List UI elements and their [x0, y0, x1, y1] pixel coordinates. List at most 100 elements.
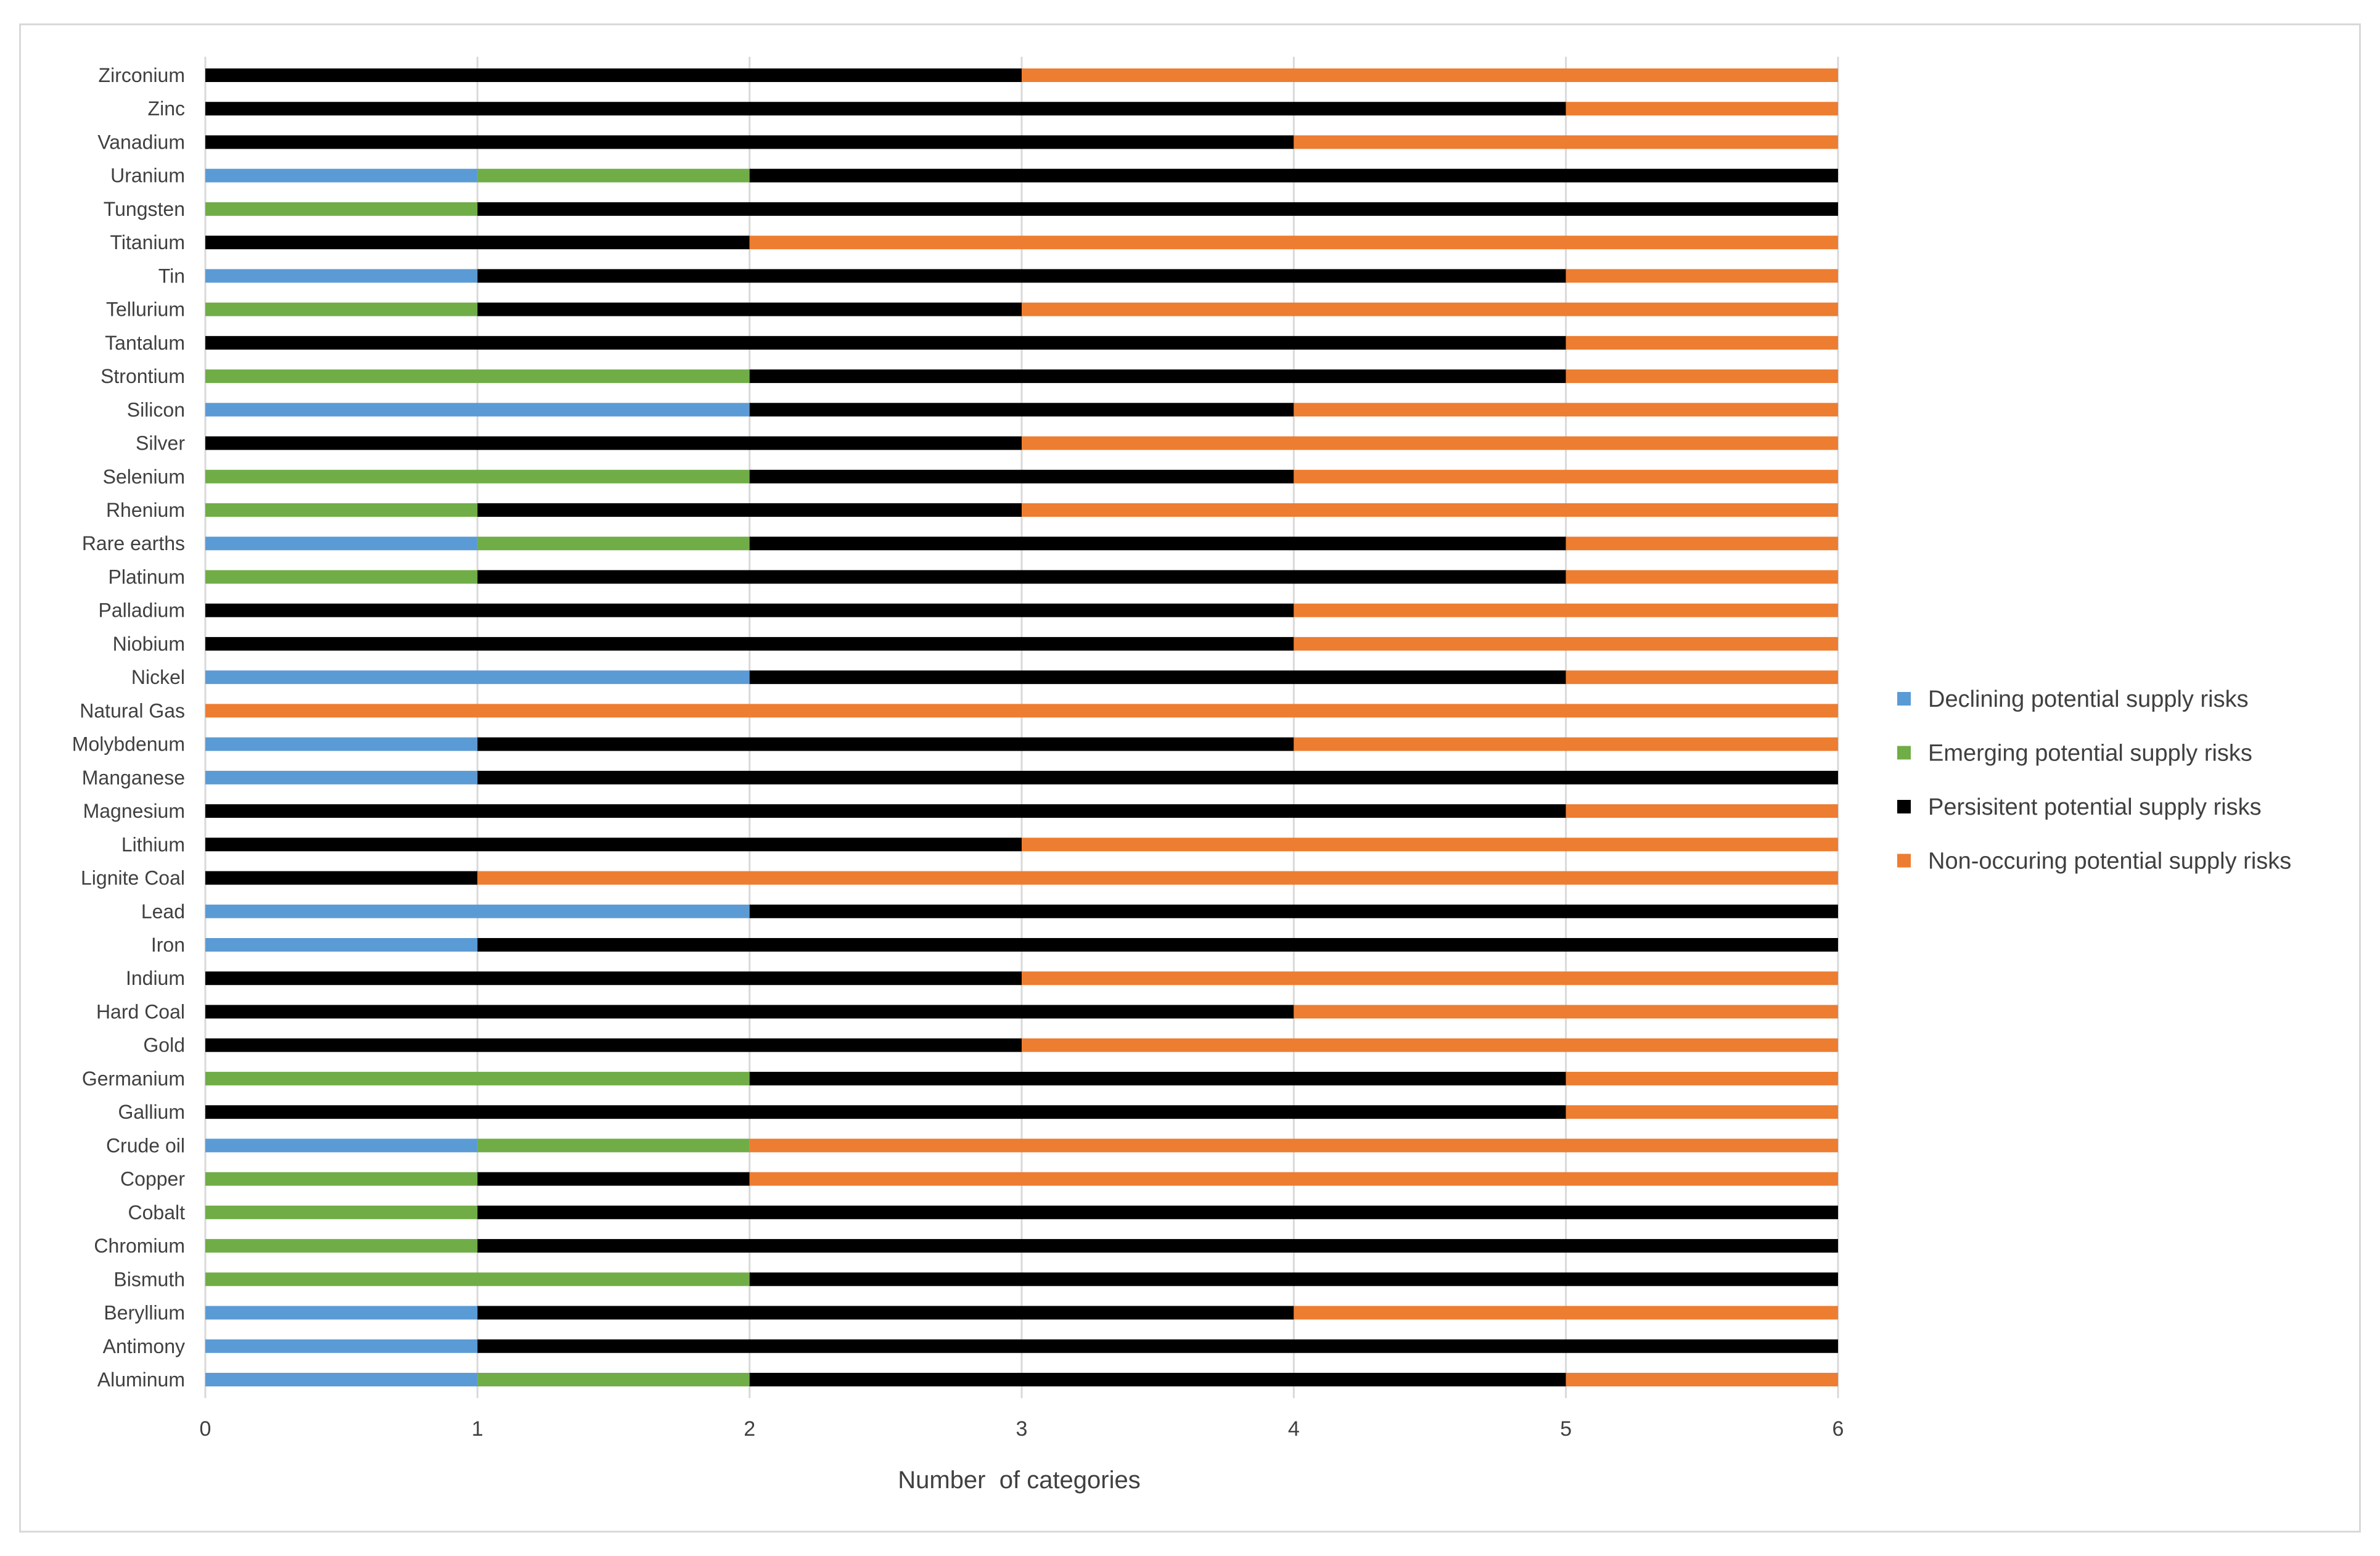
category-label-zirconium: Zirconium	[99, 64, 185, 86]
x-tick-label-3: 3	[1016, 1417, 1028, 1441]
category-label-niobium: Niobium	[113, 633, 185, 655]
bar-cobalt-s1	[205, 1205, 478, 1219]
bar-crude-oil-s3	[749, 1138, 1838, 1153]
category-label-hard-coal: Hard Coal	[96, 1000, 185, 1023]
bar-tungsten-s2	[477, 202, 1839, 216]
bar-tantalum-s3	[1565, 335, 1838, 350]
category-label-indium: Indium	[126, 967, 185, 989]
bar-strontium-s2	[749, 369, 1566, 384]
bar-beryllium-s0	[205, 1306, 478, 1320]
category-label-gallium: Gallium	[118, 1101, 185, 1123]
bar-platinum-s3	[1565, 570, 1838, 584]
bar-gallium-s3	[1565, 1105, 1838, 1119]
bar-gold-s2	[205, 1038, 1022, 1052]
bar-silicon-s0	[205, 403, 750, 417]
legend-label-1: Emerging potential supply risks	[1928, 741, 2252, 767]
category-label-germanium: Germanium	[82, 1068, 185, 1090]
legend-label-3: Non-occuring potential supply risks	[1928, 849, 2291, 875]
bar-lignite-coal-s2	[205, 871, 478, 885]
bar-selenium-s1	[205, 469, 750, 484]
bar-rare-earths-s1	[477, 537, 750, 551]
bar-germanium-s2	[749, 1071, 1566, 1085]
category-label-tin: Tin	[158, 265, 185, 287]
chart-frame: Aluminum Antimony Beryllium Bismuth Chromiu…	[19, 23, 2361, 1533]
bar-silver-s3	[1022, 436, 1838, 450]
category-label-manganese: Manganese	[82, 767, 185, 789]
category-label-chromium: Chromium	[94, 1235, 185, 1257]
category-label-aluminum: Aluminum	[97, 1369, 185, 1391]
bar-zinc-s2	[205, 102, 1566, 116]
bar-zirconium-s3	[1022, 68, 1838, 82]
category-label-gold: Gold	[143, 1034, 185, 1056]
bar-platinum-s2	[477, 570, 1566, 584]
bar-tin-s0	[205, 269, 478, 283]
bar-niobium-s3	[1294, 636, 1838, 651]
bar-indium-s3	[1022, 971, 1838, 986]
bar-aluminum-s3	[1565, 1373, 1838, 1386]
bar-molybdenum-s2	[477, 737, 1294, 751]
bar-uranium-s2	[749, 168, 1838, 183]
category-label-copper: Copper	[120, 1168, 185, 1190]
bar-copper-s1	[205, 1172, 478, 1186]
category-label-beryllium: Beryllium	[104, 1302, 185, 1324]
category-label-zinc: Zinc	[148, 97, 185, 120]
category-label-rare-earths: Rare earths	[82, 532, 185, 554]
legend-swatch-1	[1897, 746, 1911, 760]
category-label-tungsten: Tungsten	[104, 198, 185, 220]
bar-tellurium-s1	[205, 302, 478, 316]
category-label-palladium: Palladium	[98, 599, 185, 622]
bar-rare-earths-s0	[205, 537, 478, 551]
bar-vanadium-s2	[205, 135, 1294, 149]
x-tick-label-2: 2	[744, 1417, 755, 1441]
bar-molybdenum-s3	[1294, 737, 1838, 751]
bar-germanium-s1	[205, 1071, 750, 1085]
bar-nickel-s2	[749, 670, 1566, 685]
bar-zinc-s3	[1565, 102, 1838, 116]
bar-vanadium-s3	[1294, 135, 1838, 149]
x-tick-label-4: 4	[1288, 1417, 1300, 1441]
bar-magnesium-s3	[1565, 804, 1838, 818]
category-label-molybdenum: Molybdenum	[72, 733, 185, 755]
legend-label-0: Declining potential supply risks	[1928, 686, 2249, 712]
bars	[205, 68, 1839, 1386]
bar-hard-coal-s3	[1294, 1005, 1838, 1019]
category-label-silver: Silver	[136, 432, 185, 455]
bar-crude-oil-s0	[205, 1138, 478, 1153]
legend: Declining potential supply risks Emerging…	[1897, 686, 2291, 875]
bar-tin-s2	[477, 269, 1566, 283]
category-label-titanium: Titanium	[110, 231, 185, 253]
bar-natural-gas-s3	[205, 704, 1838, 718]
bar-manganese-s2	[477, 770, 1839, 784]
bar-antimony-s2	[477, 1339, 1839, 1353]
bar-aluminum-s0	[205, 1373, 478, 1386]
bar-beryllium-s2	[477, 1306, 1294, 1320]
bar-hard-coal-s2	[205, 1005, 1294, 1019]
bar-selenium-s3	[1294, 469, 1838, 484]
bar-zirconium-s2	[205, 68, 1022, 82]
category-label-lithium: Lithium	[121, 833, 185, 855]
bar-crude-oil-s1	[477, 1138, 750, 1153]
bar-tungsten-s1	[205, 202, 478, 216]
bar-silicon-s3	[1294, 403, 1838, 417]
legend-swatch-0	[1897, 692, 1911, 706]
category-label-iron: Iron	[151, 934, 185, 956]
bar-gallium-s2	[205, 1105, 1566, 1119]
category-label-magnesium: Magnesium	[83, 800, 185, 822]
category-label-lignite-coal: Lignite Coal	[81, 867, 185, 889]
category-labels: Aluminum Antimony Beryllium Bismuth Chromiu…	[72, 64, 186, 1391]
bar-magnesium-s2	[205, 804, 1566, 818]
bar-titanium-s2	[205, 236, 750, 250]
legend-swatch-2	[1897, 800, 1911, 813]
x-axis-title: Number of categories	[898, 1467, 1141, 1494]
category-label-cobalt: Cobalt	[128, 1201, 186, 1224]
bar-lead-s0	[205, 904, 750, 918]
legend-swatch-3	[1897, 854, 1911, 868]
bar-lithium-s3	[1022, 838, 1838, 852]
bar-selenium-s2	[749, 469, 1294, 484]
x-tick-label-5: 5	[1560, 1417, 1572, 1441]
bar-tellurium-s3	[1022, 302, 1838, 316]
bar-iron-s0	[205, 938, 478, 952]
bar-bismuth-s1	[205, 1272, 750, 1286]
bar-indium-s2	[205, 971, 1022, 986]
bar-germanium-s3	[1565, 1071, 1838, 1085]
